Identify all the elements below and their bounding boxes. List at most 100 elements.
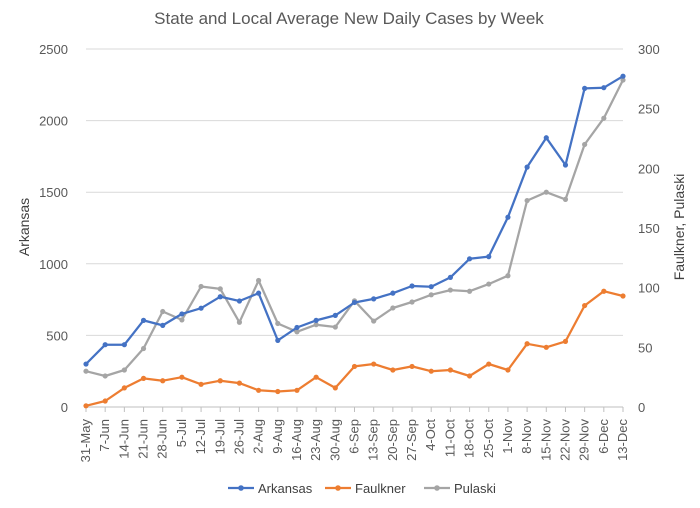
y2-tick-label: 100 (638, 281, 660, 296)
data-point (256, 387, 262, 393)
data-point (275, 337, 281, 344)
chart-title: State and Local Average New Daily Cases … (154, 9, 544, 28)
x-tick-label: 18-Oct (462, 419, 477, 458)
series-arkansas (83, 73, 626, 367)
data-point (390, 305, 396, 311)
data-point (121, 367, 127, 373)
series-faulkner (83, 288, 626, 409)
x-tick-label: 8-Nov (519, 419, 534, 454)
data-point (562, 338, 569, 344)
legend-label: Pulaski (454, 481, 496, 496)
x-tick-label: 13-Dec (615, 419, 630, 461)
data-point (447, 367, 453, 373)
data-point (217, 286, 223, 292)
data-point (524, 164, 530, 170)
data-point (313, 322, 319, 328)
data-point (275, 388, 281, 395)
x-tick-label: 16-Aug (289, 419, 304, 461)
data-point (275, 320, 281, 327)
legend-item: Arkansas (228, 481, 313, 496)
data-point (236, 298, 243, 304)
left-axis-label: Arkansas (16, 198, 32, 256)
data-point (256, 277, 262, 284)
y-tick-label: 2500 (39, 42, 68, 57)
x-tick-label: 26-Jul (231, 419, 246, 455)
x-tick-label: 30-Aug (327, 419, 342, 461)
data-point (409, 363, 415, 370)
y2-tick-label: 300 (638, 42, 660, 57)
data-point (332, 312, 338, 318)
x-tick-label: 4-Oct (423, 419, 438, 451)
x-tick-label: 1-Nov (500, 419, 515, 454)
series-pulaski (83, 77, 626, 379)
y2-tick-label: 50 (638, 340, 652, 355)
data-point (505, 214, 511, 220)
data-point (198, 305, 204, 311)
x-tick-label: 7-Jun (97, 419, 112, 452)
x-tick-label: 14-Jun (116, 419, 131, 459)
data-point (524, 341, 530, 347)
data-point (121, 342, 127, 348)
data-point (486, 361, 492, 367)
data-point (390, 290, 396, 296)
data-point (486, 281, 492, 287)
x-tick-label: 25-Oct (481, 419, 496, 458)
y2-tick-label: 0 (638, 400, 645, 415)
y2-tick-label: 250 (638, 102, 660, 117)
data-point (332, 385, 338, 391)
data-point (524, 197, 530, 204)
x-tick-label: 11-Oct (442, 419, 457, 457)
data-point (140, 345, 147, 352)
data-point (620, 77, 626, 83)
data-point (294, 324, 300, 331)
data-point (351, 363, 358, 370)
left-axis-ticks: 0 500 1000 1500 2000 2500 (39, 42, 68, 415)
x-tick-label: 28-Jun (155, 419, 170, 459)
x-tick-label: 6-Sep (347, 419, 362, 454)
x-tick-label: 5-Jul (174, 419, 189, 447)
legend-item: Pulaski (424, 481, 496, 496)
data-point (371, 318, 377, 324)
series-line (85, 79, 625, 378)
x-axis-ticks: 31-May 7-Jun 14-Jun 21-Jun 28-Jun 5-Jul 12-Jul… (78, 407, 630, 462)
y-tick-label: 1000 (39, 257, 68, 272)
legend-label: Arkansas (258, 481, 313, 496)
data-point (160, 378, 166, 384)
y-tick-label: 1500 (39, 185, 68, 200)
x-tick-label: 9-Aug (270, 419, 285, 454)
data-point (83, 368, 89, 374)
data-point (102, 342, 108, 348)
data-point (313, 317, 319, 323)
x-tick-label: 19-Jul (212, 419, 227, 455)
x-tick-label: 23-Aug (308, 419, 323, 461)
data-point (371, 296, 377, 302)
x-tick-label: 29-Nov (577, 419, 592, 461)
data-point (428, 292, 434, 298)
gridlines (86, 48, 623, 408)
data-point (447, 274, 453, 281)
data-point (582, 141, 588, 148)
legend-marker (434, 485, 440, 491)
x-tick-label: 13-Sep (366, 419, 381, 461)
data-point (466, 288, 473, 294)
series-group (83, 73, 626, 409)
legend-marker (335, 485, 341, 491)
y-tick-label: 2000 (39, 114, 68, 129)
x-tick-label: 22-Nov (557, 419, 572, 461)
data-point (332, 324, 338, 330)
data-point (294, 329, 300, 335)
data-point (294, 387, 300, 393)
data-point (160, 322, 166, 328)
x-tick-label: 15-Nov (538, 419, 553, 461)
data-point (179, 317, 185, 323)
data-point (179, 374, 185, 380)
right-axis-ticks: 0 50 100 150 200 250 300 (638, 42, 660, 415)
x-tick-label: 12-Jul (193, 419, 208, 455)
data-point (198, 381, 204, 387)
data-point (582, 302, 588, 309)
y-tick-label: 500 (46, 328, 68, 343)
data-point (428, 284, 434, 290)
x-tick-label: 21-Jun (136, 419, 151, 459)
data-point (198, 283, 204, 290)
